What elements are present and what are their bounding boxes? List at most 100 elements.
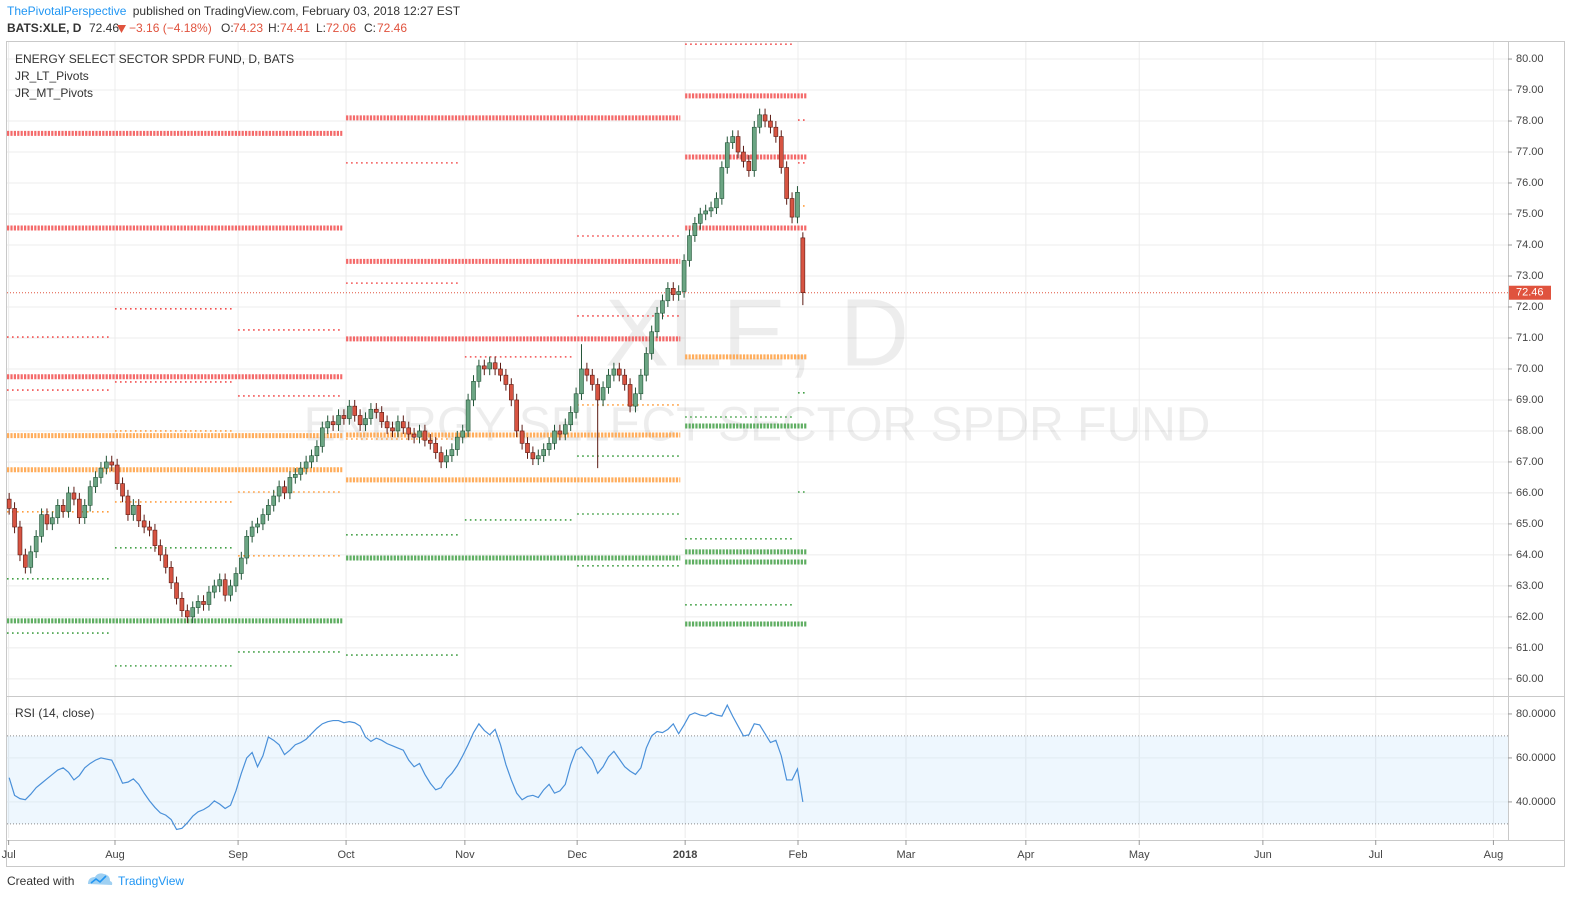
candle-body — [82, 505, 88, 519]
candle-body — [741, 151, 746, 162]
candle-body — [751, 126, 757, 171]
logo-line — [90, 875, 107, 884]
candle-body — [23, 554, 28, 568]
legend-title: ENERGY SELECT SECTOR SPDR FUND, D, BATS — [15, 52, 294, 66]
candle-body — [93, 477, 98, 488]
candle-body — [746, 161, 752, 171]
candle-body — [638, 374, 644, 395]
x-tick-label: Nov — [455, 849, 475, 861]
candle-body — [239, 557, 244, 574]
candle-body — [260, 514, 266, 525]
candle-body — [649, 331, 654, 354]
candle-body — [71, 492, 77, 500]
candle-body — [422, 430, 428, 441]
candle-body — [508, 384, 514, 401]
candle-body — [535, 455, 541, 460]
footer-brand[interactable]: TradingView — [118, 874, 184, 888]
y-tick-label: 64.00 — [1516, 549, 1544, 561]
candle-body — [50, 517, 55, 525]
author-link[interactable]: ThePivotalPerspective — [7, 4, 127, 18]
candle-body — [530, 452, 536, 460]
candle-body — [606, 374, 611, 388]
chart-border — [6, 41, 1565, 867]
y-tick-label: 76.00 — [1516, 177, 1544, 189]
candle-body — [417, 430, 422, 438]
text-layer: ThePivotalPerspective published on Tradi… — [2, 4, 1556, 888]
candle-body — [341, 415, 347, 419]
y-tick-label: 72.00 — [1516, 301, 1544, 313]
candle-body — [692, 223, 698, 236]
candle-body — [492, 362, 498, 370]
candle-body — [660, 300, 665, 314]
candle-body — [789, 198, 795, 218]
candle-body — [28, 551, 34, 568]
candle-body — [347, 405, 352, 419]
candle-body — [379, 412, 385, 422]
candle-body — [152, 529, 158, 546]
candle-body — [314, 446, 320, 457]
candle-body — [557, 430, 563, 435]
watermark-symbol: XLE, D — [605, 279, 909, 386]
candle-body — [514, 399, 519, 432]
footer-created: Created with — [7, 874, 74, 888]
candle-body — [168, 567, 174, 584]
y-tick-label: 78.00 — [1516, 115, 1544, 127]
candle-body — [368, 408, 374, 419]
x-tick-label: Jun — [1254, 849, 1272, 861]
ohlc-value: 74.23 — [233, 21, 263, 35]
candle-body — [795, 192, 800, 218]
candle-body — [87, 486, 93, 506]
candle-body — [654, 312, 660, 333]
rsi-line — [8, 703, 804, 831]
rsi-tick-label: 60.0000 — [1516, 752, 1556, 764]
candle-body — [697, 213, 703, 224]
candle-body — [757, 114, 762, 128]
y-tick-label: 77.00 — [1516, 146, 1544, 158]
rsi-title: RSI (14, close) — [15, 706, 94, 720]
candle-body — [460, 430, 465, 438]
header-line-1: ThePivotalPerspective published on Tradi… — [7, 4, 461, 18]
pivots-layer — [7, 43, 1508, 667]
candle-body — [195, 601, 201, 608]
candle-body — [201, 601, 206, 605]
candle-body — [17, 526, 23, 556]
x-tick-label: 2018 — [673, 849, 697, 861]
candle-body — [428, 439, 433, 444]
candle-body — [390, 427, 395, 432]
candle-body — [471, 381, 476, 401]
candle-body — [114, 464, 120, 484]
candle-body — [600, 387, 606, 401]
x-tick-label: Sep — [228, 849, 248, 861]
down-arrow-icon — [117, 25, 126, 33]
candle-body — [374, 408, 379, 413]
candle-body — [325, 421, 331, 429]
candle-body — [60, 505, 66, 512]
grid-layer — [7, 42, 1508, 838]
rsi-tick-label: 80.0000 — [1516, 708, 1556, 720]
candle-body — [735, 136, 741, 153]
candle-body — [266, 505, 271, 515]
ohlc-value: 74.41 — [280, 21, 310, 35]
candle-body — [714, 198, 719, 209]
candle-body — [206, 591, 212, 605]
candles-layer — [6, 108, 806, 624]
candle-body — [633, 393, 638, 407]
last-price-label: 72.46 — [1516, 287, 1544, 299]
change-value: −3.16 (−4.18%) — [129, 21, 212, 35]
y-tick-label: 73.00 — [1516, 270, 1544, 282]
candle-body — [228, 585, 233, 596]
candle-body — [519, 430, 525, 444]
candle-body — [449, 449, 455, 457]
candle-body — [406, 427, 412, 435]
rsi-band — [7, 735, 1508, 824]
candle-body — [438, 452, 444, 463]
candle-body — [33, 536, 39, 553]
candle-body — [525, 443, 530, 453]
candle-body — [163, 554, 169, 568]
candle-body — [773, 126, 779, 137]
y-tick-label: 70.00 — [1516, 363, 1544, 375]
candle-body — [454, 436, 460, 450]
tradingview-logo[interactable] — [88, 873, 113, 885]
